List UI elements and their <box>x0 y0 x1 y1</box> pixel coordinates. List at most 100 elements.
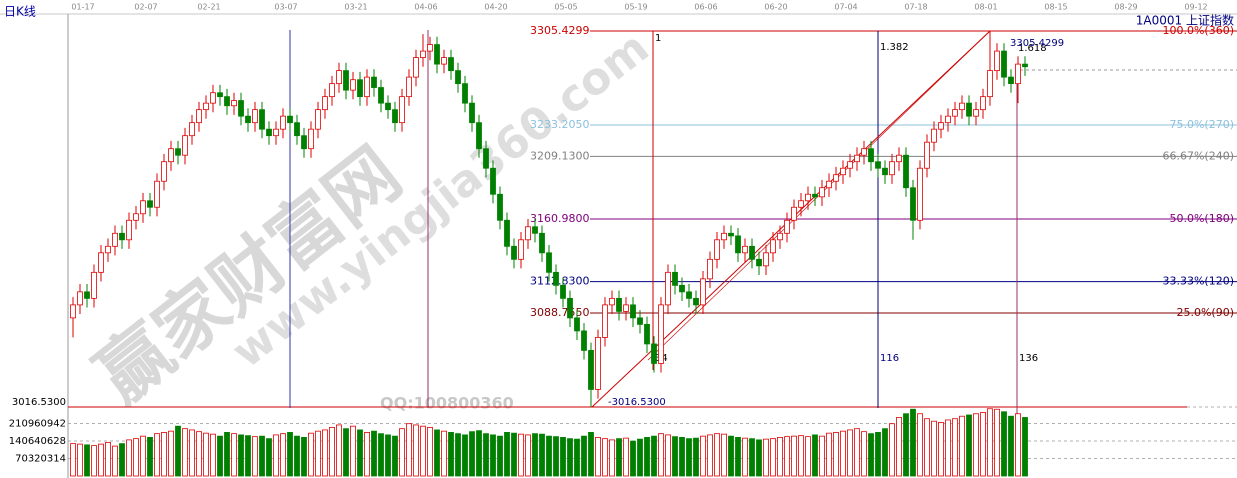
volume-bar <box>364 432 370 477</box>
candle-body <box>476 122 482 150</box>
volume-bar <box>763 438 769 477</box>
volume-bar <box>798 435 804 477</box>
candle-body <box>1001 50 1007 78</box>
candle-body <box>210 92 216 104</box>
candle-body <box>448 57 454 72</box>
volume-bar <box>224 432 230 477</box>
volume-bar <box>721 433 727 477</box>
candle-body <box>700 278 706 306</box>
volume-bar <box>973 413 979 477</box>
candle-body <box>168 148 174 163</box>
volume-bar <box>658 433 664 477</box>
annotation: 1 <box>655 33 661 44</box>
volume-bar <box>189 429 195 477</box>
x-tick-label: 08-01 <box>974 3 997 12</box>
candle-body <box>728 232 734 237</box>
volume-bar <box>616 438 622 477</box>
candle-body <box>539 232 545 254</box>
candle-body <box>441 57 447 65</box>
y-tick-label: 210960942 <box>9 418 66 429</box>
volume-bar <box>623 437 629 477</box>
candle-body <box>217 92 223 98</box>
candle-body <box>77 291 83 306</box>
volume-bar <box>672 436 678 477</box>
candle-body <box>777 232 783 241</box>
candle-body <box>707 258 713 280</box>
volume-bar <box>938 422 944 477</box>
volume-bar <box>252 436 258 477</box>
volume-bar <box>399 428 405 477</box>
candle-body <box>84 291 90 299</box>
candle-body <box>196 109 202 124</box>
volume-bar <box>343 428 349 477</box>
volume-bar <box>287 432 293 477</box>
candle-body <box>812 193 818 198</box>
fib-price-label: 3088.7550 <box>530 306 590 319</box>
volume-bar <box>546 435 552 477</box>
annotation: -3016.5300 <box>608 397 666 408</box>
volume-bar <box>518 433 524 477</box>
volume-bar <box>266 438 272 477</box>
volume-bar <box>77 443 83 477</box>
watermark-text: QQ:100800360 <box>380 394 514 413</box>
volume-bar <box>924 418 930 477</box>
candle-body <box>364 76 370 98</box>
volume-bar <box>161 432 167 477</box>
volume-bar <box>693 437 699 477</box>
x-tick-label: 04-20 <box>484 3 507 12</box>
candle-body <box>770 239 776 254</box>
candle-body <box>749 245 755 260</box>
candle-body <box>658 304 664 364</box>
candle-body <box>189 122 195 137</box>
candle-body <box>140 200 146 215</box>
candle-body <box>504 219 510 247</box>
candle-body <box>371 76 377 88</box>
volume-bar <box>469 431 475 477</box>
candle-body <box>427 44 433 52</box>
candle-body <box>294 122 300 137</box>
volume-bar <box>679 436 685 477</box>
candle-body <box>455 70 461 85</box>
candle-body <box>756 258 762 267</box>
volume-bar <box>1015 413 1021 477</box>
volume-bar <box>147 436 153 477</box>
volume-bar <box>294 435 300 477</box>
annotation: 1.382 <box>880 42 909 53</box>
annotation: 116 <box>880 353 899 364</box>
candle-body <box>203 102 209 111</box>
volume-bar <box>784 436 790 477</box>
candle-body <box>791 206 797 221</box>
fib-ratio-label: 50.0%(180) <box>1169 212 1234 225</box>
volume-bar <box>637 438 643 477</box>
candle-body <box>917 167 923 221</box>
candle-body <box>112 232 118 247</box>
volume-bar <box>434 429 440 477</box>
candle-body <box>420 50 426 58</box>
fib-price-label: 3112.8300 <box>530 275 590 288</box>
volume-bar <box>441 430 447 477</box>
y-tick-label: 3016.5300 <box>12 397 66 408</box>
candle-body <box>819 187 825 198</box>
symbol: 1A0001 上证指数 <box>1136 13 1234 28</box>
candle-body <box>147 200 153 208</box>
candle-body <box>567 297 573 319</box>
volume-bar <box>609 439 615 477</box>
candle-body <box>392 109 398 124</box>
candle-body <box>385 102 391 111</box>
candle-body <box>413 57 419 78</box>
candle-body <box>896 154 902 163</box>
volume-bar <box>168 430 174 477</box>
candle-body <box>182 135 188 156</box>
candle-body <box>574 317 580 332</box>
volume-bar <box>1022 417 1028 477</box>
volume-bar <box>322 429 328 477</box>
candle-body <box>70 304 76 319</box>
candle-body <box>91 271 97 299</box>
volume-bar <box>455 433 461 477</box>
volume-bar <box>413 424 419 477</box>
candle-body <box>434 44 440 65</box>
volume-bar <box>238 434 244 477</box>
volume-bar <box>476 430 482 477</box>
volume-bar <box>868 433 874 477</box>
